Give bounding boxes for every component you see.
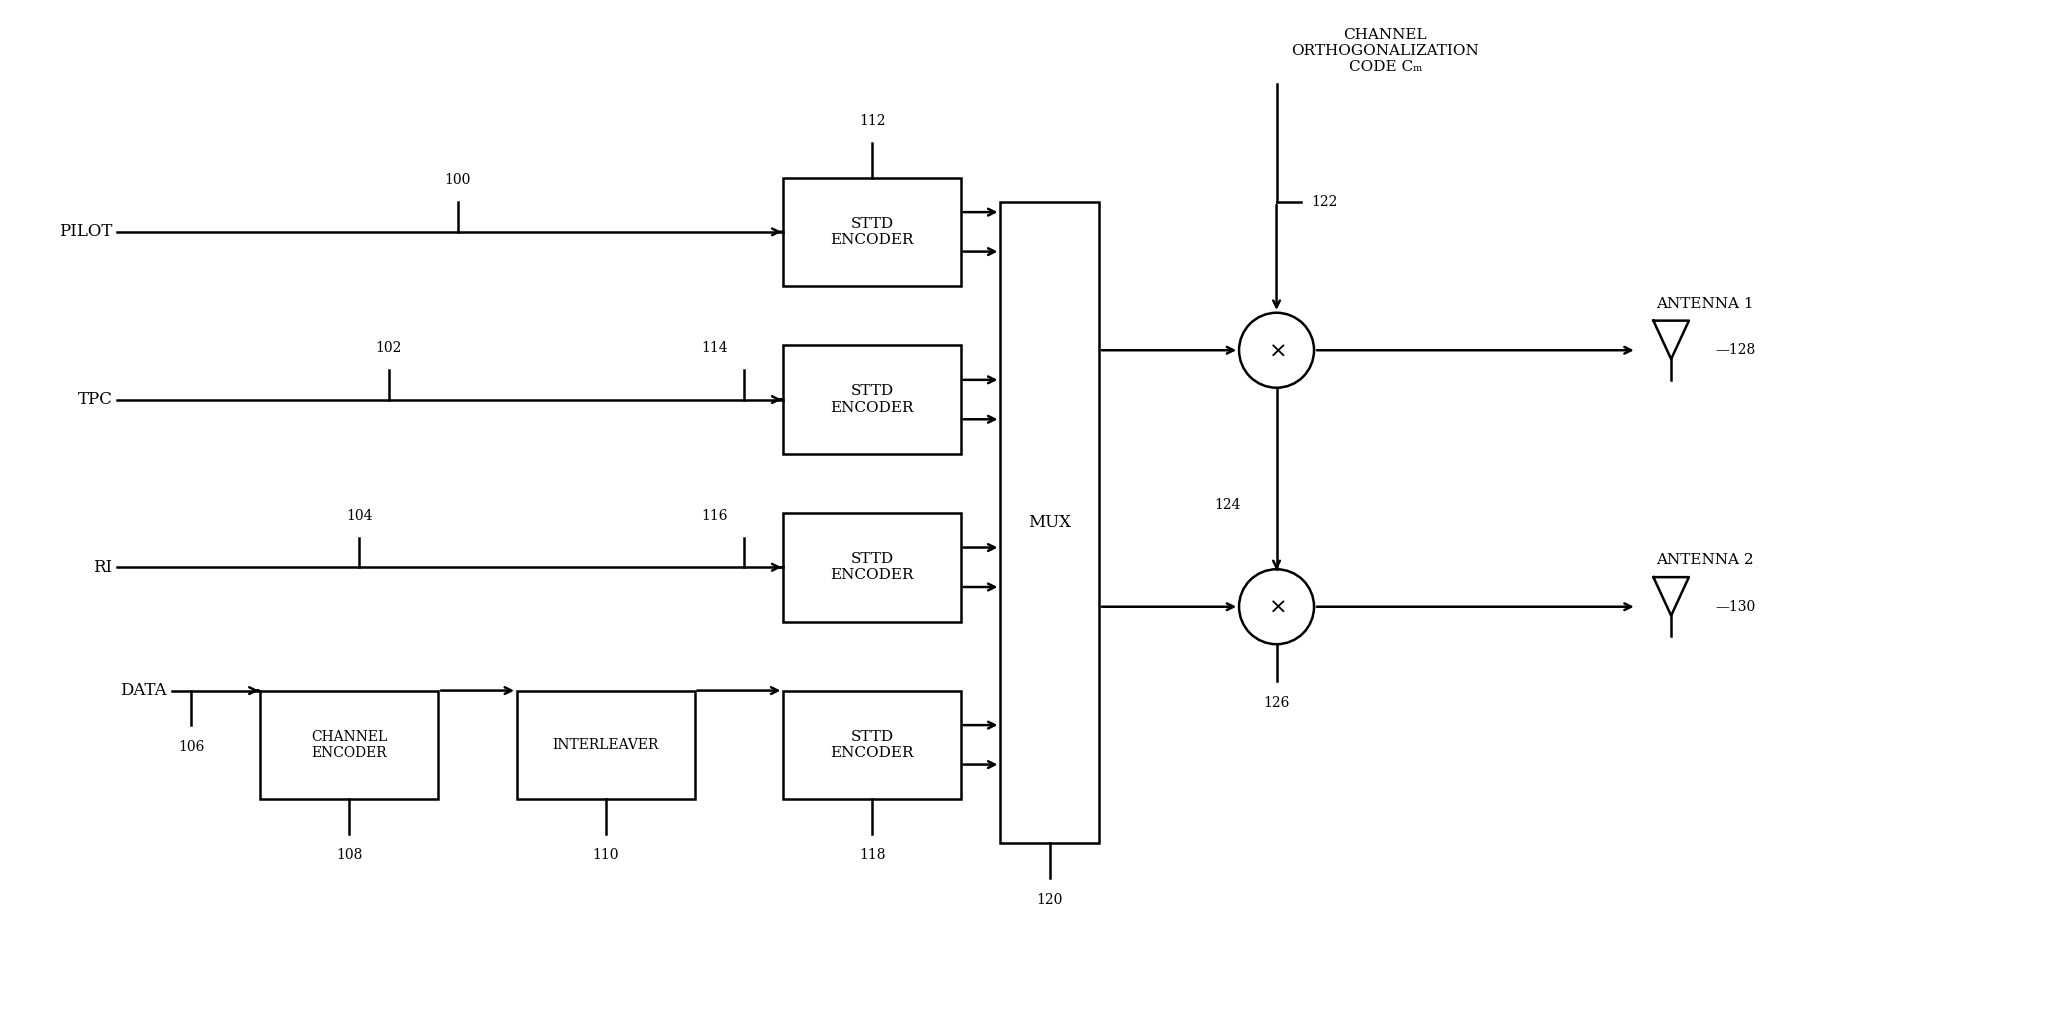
Text: ANTENNA 1: ANTENNA 1 bbox=[1656, 297, 1754, 310]
Text: 114: 114 bbox=[701, 341, 727, 356]
Text: 106: 106 bbox=[178, 740, 205, 754]
Text: 110: 110 bbox=[592, 848, 619, 862]
FancyBboxPatch shape bbox=[783, 513, 961, 622]
Text: CHANNEL
ORTHOGONALIZATION
CODE Cₘ: CHANNEL ORTHOGONALIZATION CODE Cₘ bbox=[1291, 28, 1479, 74]
Text: —128: —128 bbox=[1715, 343, 1756, 358]
Text: MUX: MUX bbox=[1029, 514, 1072, 531]
Text: 112: 112 bbox=[859, 114, 885, 128]
Text: 120: 120 bbox=[1037, 892, 1063, 907]
Text: 118: 118 bbox=[859, 848, 885, 862]
Text: DATA: DATA bbox=[121, 683, 166, 699]
Text: $\times$: $\times$ bbox=[1268, 596, 1285, 618]
FancyBboxPatch shape bbox=[783, 691, 961, 799]
Text: STTD
ENCODER: STTD ENCODER bbox=[830, 217, 914, 247]
Text: 124: 124 bbox=[1213, 499, 1240, 512]
Text: —130: —130 bbox=[1715, 599, 1756, 614]
Text: RI: RI bbox=[94, 559, 113, 576]
Text: STTD
ENCODER: STTD ENCODER bbox=[830, 730, 914, 760]
Text: STTD
ENCODER: STTD ENCODER bbox=[830, 552, 914, 583]
Text: 108: 108 bbox=[336, 848, 363, 862]
FancyBboxPatch shape bbox=[260, 691, 438, 799]
FancyBboxPatch shape bbox=[1000, 203, 1098, 844]
Text: INTERLEAVER: INTERLEAVER bbox=[553, 738, 660, 751]
Text: 102: 102 bbox=[375, 341, 402, 356]
Text: 126: 126 bbox=[1264, 696, 1289, 709]
FancyBboxPatch shape bbox=[783, 178, 961, 286]
FancyBboxPatch shape bbox=[783, 345, 961, 453]
Text: CHANNEL
ENCODER: CHANNEL ENCODER bbox=[311, 730, 387, 760]
Text: 100: 100 bbox=[445, 174, 471, 187]
Text: $\times$: $\times$ bbox=[1268, 339, 1285, 361]
Text: 104: 104 bbox=[346, 509, 373, 523]
Text: PILOT: PILOT bbox=[59, 223, 113, 241]
Text: 122: 122 bbox=[1311, 195, 1338, 210]
FancyBboxPatch shape bbox=[516, 691, 695, 799]
Text: 116: 116 bbox=[701, 509, 727, 523]
Text: TPC: TPC bbox=[78, 391, 113, 408]
Text: STTD
ENCODER: STTD ENCODER bbox=[830, 384, 914, 414]
Text: ANTENNA 2: ANTENNA 2 bbox=[1656, 553, 1754, 567]
